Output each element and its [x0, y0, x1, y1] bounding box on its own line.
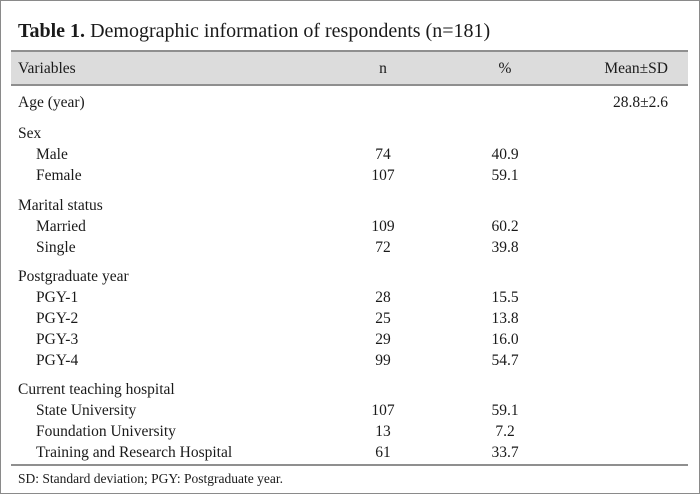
table-row: Married 109 60.2: [11, 216, 688, 237]
cell-percent: 33.7: [491, 444, 519, 461]
header-row: Variables n % Mean±SD: [11, 58, 688, 79]
table-footnote: SD: Standard deviation; PGY: Postgraduat…: [18, 471, 283, 486]
row-label: Single: [36, 239, 76, 256]
cell-n: 72: [375, 239, 391, 256]
cell-percent: 60.2: [491, 218, 519, 235]
cell-n: 109: [371, 218, 395, 235]
cell-n: 13: [375, 423, 391, 440]
cell-percent: 40.9: [491, 146, 519, 163]
cell-percent: 7.2: [495, 423, 515, 440]
row-label: Female: [36, 167, 82, 184]
row-label: Foundation University: [36, 423, 176, 440]
cell-percent: 59.1: [491, 167, 519, 184]
cell-n: 25: [375, 310, 391, 327]
cell-percent: 54.7: [491, 352, 519, 369]
table-row: Training and Research Hospital 61 33.7: [11, 442, 688, 463]
table-row: PGY-3 29 16.0: [11, 329, 688, 350]
table-row: Foundation University 13 7.2: [11, 421, 688, 442]
cell-percent: 15.5: [491, 289, 519, 306]
table-row: Male 74 40.9: [11, 144, 688, 165]
header-variables: Variables: [18, 60, 76, 77]
table-row: PGY-4 99 54.7: [11, 350, 688, 371]
table-row: Sex: [11, 123, 688, 144]
cell-n: 28: [375, 289, 391, 306]
row-label: Male: [36, 146, 68, 163]
table-row: PGY-1 28 15.5: [11, 287, 688, 308]
table-row: Current teaching hospital: [11, 379, 688, 400]
row-label: State University: [36, 402, 137, 419]
row-label: PGY-3: [36, 331, 79, 348]
table-title: Table 1. Demographic information of resp…: [18, 20, 490, 43]
row-label: Training and Research Hospital: [36, 444, 233, 461]
table-row: Marital status: [11, 195, 688, 216]
table-row: Single 72 39.8: [11, 237, 688, 258]
table-row: Postgraduate year: [11, 266, 688, 287]
cell-n: 107: [371, 402, 395, 419]
cell-percent: 39.8: [491, 239, 519, 256]
header-mean-sd: Mean±SD: [604, 60, 668, 77]
row-label: PGY-1: [36, 289, 79, 306]
cell-mean-sd: 28.8±2.6: [612, 94, 668, 111]
cell-n: 99: [375, 352, 391, 369]
table-number: Table 1.: [18, 20, 86, 42]
row-label: Postgraduate year: [18, 268, 129, 285]
cell-n: 29: [375, 331, 391, 348]
table-caption: Demographic information of respondents (…: [90, 20, 491, 42]
table-row: Female 107 59.1: [11, 165, 688, 186]
cell-percent: 13.8: [491, 310, 519, 327]
row-label: Sex: [18, 125, 42, 142]
table-header: Variables n % Mean±SD: [11, 50, 688, 86]
cell-n: 74: [375, 146, 391, 163]
header-percent: %: [498, 60, 512, 77]
cell-percent: 59.1: [491, 402, 519, 419]
table-bottom-rule: [11, 464, 688, 466]
table-row: Age (year) 28.8±2.6: [11, 92, 688, 113]
row-label: PGY-2: [36, 310, 79, 327]
row-label: Marital status: [18, 197, 103, 214]
row-label: Age (year): [18, 94, 85, 111]
table-row: State University 107 59.1: [11, 400, 688, 421]
header-n: n: [379, 60, 387, 77]
cell-n: 107: [371, 167, 395, 184]
row-label: PGY-4: [36, 352, 79, 369]
cell-percent: 16.0: [491, 331, 519, 348]
cell-n: 61: [375, 444, 391, 461]
row-label: Current teaching hospital: [18, 381, 175, 398]
row-label: Married: [36, 218, 86, 235]
table-row: PGY-2 25 13.8: [11, 308, 688, 329]
